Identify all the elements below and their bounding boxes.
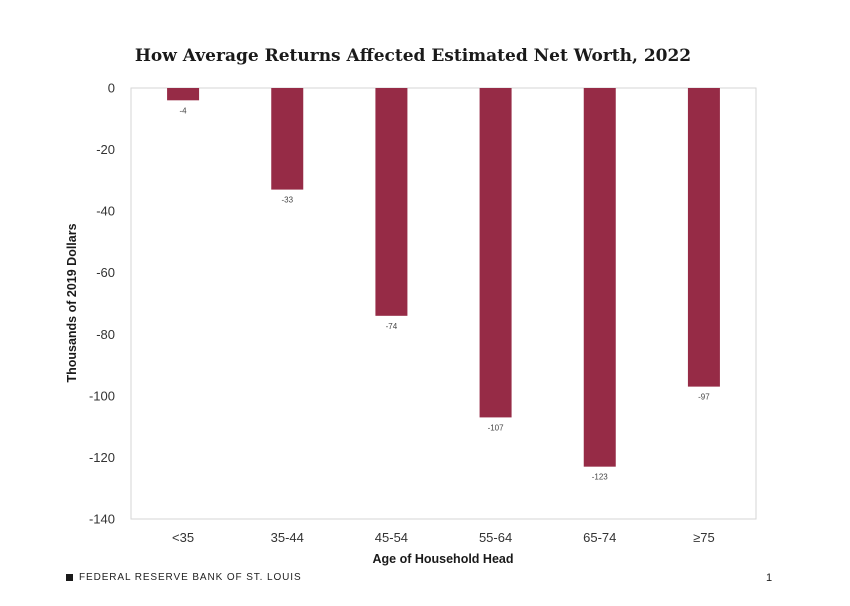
page-number: 1 — [766, 572, 773, 584]
x-tick-label: 45-54 — [375, 530, 408, 545]
y-tick-label: -40 — [96, 204, 115, 219]
bar — [479, 88, 512, 418]
x-axis: <35 35-44 45-54 55-64 65-74 ≥75 — [172, 530, 715, 545]
plot-area — [130, 87, 757, 520]
y-tick-label: -20 — [96, 142, 115, 157]
y-tick-label: -140 — [89, 512, 115, 527]
footer-square-icon — [66, 574, 73, 581]
x-axis-title: Age of Household Head — [373, 552, 514, 566]
data-labels: -4 -33 -74 -107 -123 -97 — [180, 106, 711, 481]
bar — [687, 88, 720, 387]
data-label: -74 — [386, 322, 398, 331]
bar-series — [167, 88, 720, 467]
y-tick-label: -120 — [89, 450, 115, 465]
bar — [375, 88, 408, 316]
data-label: -33 — [281, 196, 293, 205]
footer-source-text: FEDERAL RESERVE BANK OF ST. LOUIS — [79, 572, 302, 583]
x-tick-label: 55-64 — [479, 530, 512, 545]
y-axis: 0 -20 -40 -60 -80 -100 -120 -140 — [89, 81, 115, 527]
y-tick-label: -60 — [96, 265, 115, 280]
x-tick-label: <35 — [172, 530, 194, 545]
bar — [271, 88, 304, 190]
footer-source: FEDERAL RESERVE BANK OF ST. LOUIS — [66, 572, 302, 583]
data-label: -4 — [180, 106, 188, 115]
y-axis-title: Thousands of 2019 Dollars — [65, 223, 79, 382]
data-label: -97 — [698, 393, 710, 402]
bar — [583, 88, 616, 467]
data-label: -107 — [488, 423, 505, 432]
y-tick-label: -100 — [89, 388, 115, 403]
x-tick-label: ≥75 — [693, 530, 715, 545]
y-tick-label: 0 — [108, 81, 115, 96]
data-label: -123 — [592, 473, 609, 482]
x-tick-label: 65-74 — [583, 530, 616, 545]
bar — [167, 88, 200, 101]
chart-title: How Average Returns Affected Estimated N… — [135, 46, 691, 66]
y-tick-label: -80 — [96, 327, 115, 342]
x-tick-label: 35-44 — [271, 530, 304, 545]
